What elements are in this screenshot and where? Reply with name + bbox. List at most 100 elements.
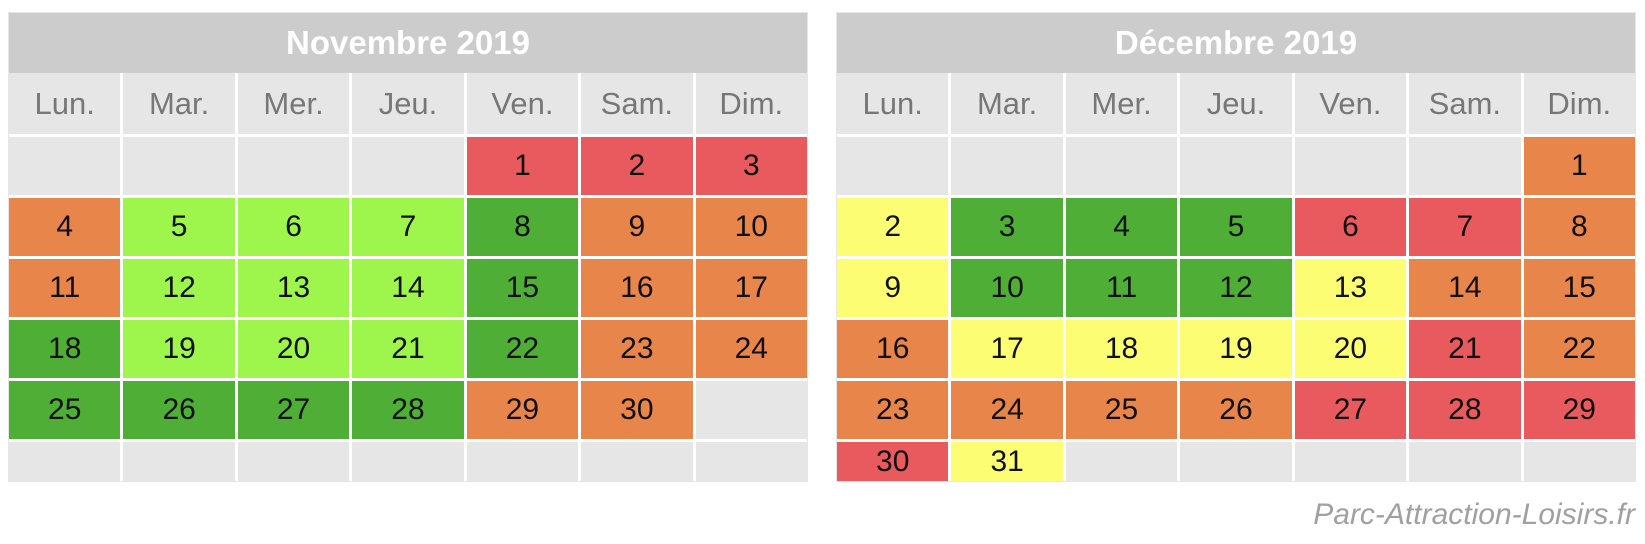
day-cell: 19 (123, 320, 235, 378)
day-cell: 30 (581, 381, 693, 439)
day-cell: 16 (837, 320, 949, 378)
weekday-header: Sam. (1409, 73, 1521, 134)
month-title: Novembre 2019 (9, 13, 807, 73)
day-cell: 17 (695, 259, 807, 317)
day-cell: 18 (9, 320, 121, 378)
day-cell: 5 (1180, 198, 1292, 256)
day-cell: 3 (951, 198, 1063, 256)
day-cell: 7 (352, 198, 464, 256)
day-cell: 28 (352, 381, 464, 439)
weekday-header: Jeu. (352, 73, 464, 134)
empty-cell (123, 442, 235, 481)
empty-cell (1180, 442, 1292, 481)
day-cell: 1 (1523, 137, 1635, 195)
empty-cell (237, 442, 350, 481)
day-cell: 19 (1180, 320, 1292, 378)
day-cell: 7 (1409, 198, 1521, 256)
day-cell: 13 (1294, 259, 1407, 317)
day-cell: 14 (1409, 259, 1521, 317)
day-cell: 25 (9, 381, 121, 439)
day-cell: 15 (466, 259, 579, 317)
day-grid: Lun. Mar. Mer. Jeu. Ven. Sam. Dim. 1 2 3 4 5 6 7 8 9 10 1… (9, 73, 807, 481)
day-cell: 21 (352, 320, 464, 378)
weekday-header: Mer. (1065, 73, 1178, 134)
day-cell: 9 (581, 198, 693, 256)
day-cell: 6 (1294, 198, 1407, 256)
weekday-header: Jeu. (1180, 73, 1292, 134)
empty-cell (237, 137, 350, 195)
day-cell: 12 (1180, 259, 1292, 317)
empty-cell (695, 381, 807, 439)
weekday-header: Dim. (1523, 73, 1635, 134)
day-cell: 30 (837, 442, 949, 481)
day-cell: 27 (1294, 381, 1407, 439)
day-cell: 4 (9, 198, 121, 256)
day-cell: 17 (951, 320, 1063, 378)
day-cell: 2 (837, 198, 949, 256)
day-cell: 15 (1523, 259, 1635, 317)
day-cell: 11 (1065, 259, 1178, 317)
day-cell: 8 (466, 198, 579, 256)
empty-cell (1409, 442, 1521, 481)
month-title: Décembre 2019 (837, 13, 1635, 73)
day-cell: 29 (1523, 381, 1635, 439)
calendar-november: Novembre 2019 Lun. Mar. Mer. Jeu. Ven. Sam. Di… (8, 12, 808, 482)
day-cell: 4 (1065, 198, 1178, 256)
empty-cell (466, 442, 579, 481)
empty-cell (123, 137, 235, 195)
empty-cell (1294, 442, 1407, 481)
empty-cell (1523, 442, 1635, 481)
weekday-header: Sam. (581, 73, 693, 134)
weekday-header: Lun. (837, 73, 949, 134)
empty-cell (1294, 137, 1407, 195)
site-credit: Parc-Attraction-Loisirs.fr (1313, 498, 1635, 531)
day-cell: 28 (1409, 381, 1521, 439)
empty-cell (581, 442, 693, 481)
empty-cell (352, 137, 464, 195)
day-cell: 5 (123, 198, 235, 256)
empty-cell (1409, 137, 1521, 195)
weekday-header: Mar. (123, 73, 235, 134)
empty-cell (1065, 137, 1178, 195)
day-cell: 25 (1065, 381, 1178, 439)
day-cell: 26 (1180, 381, 1292, 439)
day-cell: 31 (951, 442, 1063, 481)
day-cell: 10 (695, 198, 807, 256)
day-cell: 27 (237, 381, 350, 439)
empty-cell (352, 442, 464, 481)
empty-cell (9, 137, 121, 195)
day-cell: 2 (581, 137, 693, 195)
weekday-header: Lun. (9, 73, 121, 134)
day-cell: 29 (466, 381, 579, 439)
day-cell: 3 (695, 137, 807, 195)
weekday-header: Mar. (951, 73, 1063, 134)
empty-cell (9, 442, 121, 481)
day-cell: 23 (837, 381, 949, 439)
day-cell: 20 (1294, 320, 1407, 378)
day-cell: 26 (123, 381, 235, 439)
day-cell: 1 (466, 137, 579, 195)
weekday-header: Ven. (1294, 73, 1407, 134)
empty-cell (1180, 137, 1292, 195)
empty-cell (1065, 442, 1178, 481)
weekday-header: Ven. (466, 73, 579, 134)
day-cell: 12 (123, 259, 235, 317)
day-cell: 22 (1523, 320, 1635, 378)
empty-cell (695, 442, 807, 481)
day-cell: 21 (1409, 320, 1521, 378)
weekday-header: Dim. (695, 73, 807, 134)
day-cell: 24 (951, 381, 1063, 439)
day-cell: 8 (1523, 198, 1635, 256)
day-cell: 16 (581, 259, 693, 317)
day-grid: Lun. Mar. Mer. Jeu. Ven. Sam. Dim. 1 2 3 4 5 6 7 8 9 10 1… (837, 73, 1635, 481)
day-cell: 20 (237, 320, 350, 378)
calendar-december: Décembre 2019 Lun. Mar. Mer. Jeu. Ven. Sam. Di… (836, 12, 1636, 482)
day-cell: 14 (352, 259, 464, 317)
weekday-header: Mer. (237, 73, 350, 134)
day-cell: 24 (695, 320, 807, 378)
empty-cell (837, 137, 949, 195)
day-cell: 6 (237, 198, 350, 256)
day-cell: 11 (9, 259, 121, 317)
day-cell: 13 (237, 259, 350, 317)
day-cell: 9 (837, 259, 949, 317)
